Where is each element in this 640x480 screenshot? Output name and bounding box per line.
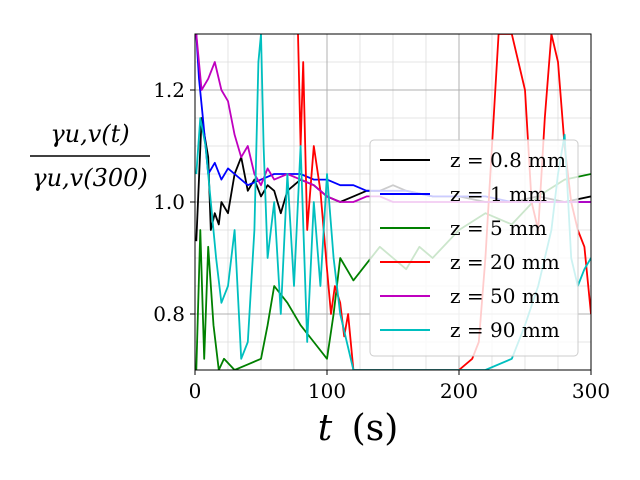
y-axis-label: γu,v(t) γu,v(300) [30,120,150,192]
x-tick-label: 300 [572,379,610,403]
x-axis-var: t [318,408,333,449]
y-label-denominator: γu,v(300) [32,164,148,192]
series-line-3 [297,34,591,370]
x-tick-label: 100 [308,379,346,403]
ticks [190,89,592,375]
x-tick-label: 200 [440,379,478,403]
legend-label-1: z = 1 mm [450,182,547,206]
legend-label-5: z = 90 mm [450,318,560,342]
legend-label-4: z = 50 mm [450,284,560,308]
legend-label-0: z = 0.8 mm [450,148,566,172]
x-tick-label: 0 [189,379,202,403]
y-label-numerator: γu,v(t) [50,120,129,148]
legend-items: z = 0.8 mm z = 1 mm z = 5 mm z = 20 mm z = 5… [380,148,566,342]
y-tick-label: 0.8 [153,302,185,326]
x-axis-unit: (s) [352,408,399,449]
legend-label-3: z = 20 mm [450,250,560,274]
y-tick-label: 1.0 [153,190,185,214]
legend: z = 0.8 mm z = 1 mm z = 5 mm z = 20 mm z = 5… [369,139,579,357]
tick-labels: 0 100 200 300 0.8 1.0 1.2 [153,78,610,403]
y-tick-label: 1.2 [153,78,185,102]
x-axis-label: t (s) [318,408,399,449]
legend-label-2: z = 5 mm [450,216,547,240]
